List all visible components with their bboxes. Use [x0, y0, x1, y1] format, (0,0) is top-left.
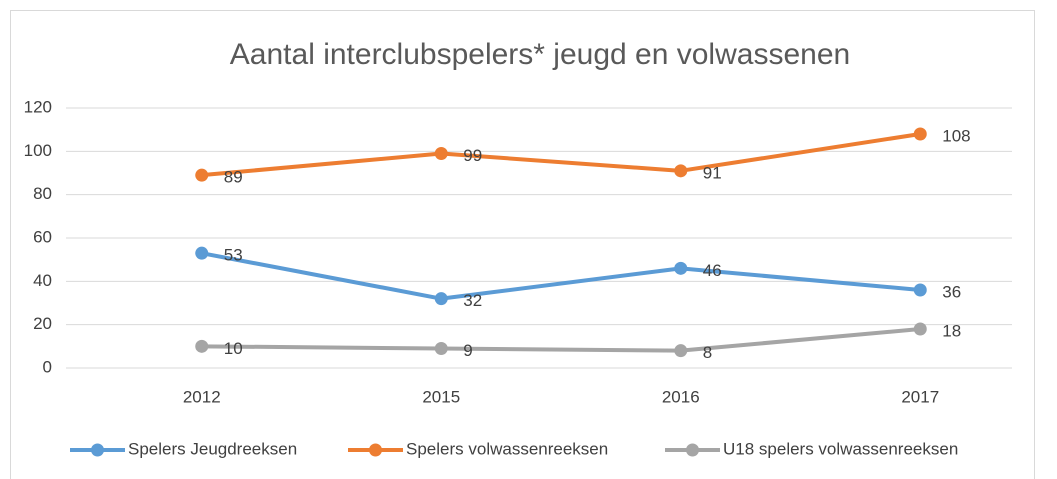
data-label: 108: [942, 126, 970, 145]
legend-label: Spelers Jeugdreeksen: [128, 439, 297, 458]
chart-title: Aantal interclubspelers* jeugd en volwas…: [230, 38, 850, 71]
legend-marker: [369, 443, 382, 457]
data-label: 9: [463, 341, 472, 360]
data-point: [434, 292, 448, 306]
data-point: [674, 261, 688, 275]
data-label: 99: [463, 146, 482, 165]
data-point: [913, 127, 927, 141]
y-tick-label: 100: [24, 141, 52, 160]
legend-label: U18 spelers volwassenreeksen: [723, 439, 958, 458]
data-label: 53: [224, 246, 243, 265]
legend-marker: [91, 443, 104, 457]
data-point: [434, 342, 448, 355]
data-label: 36: [942, 282, 961, 301]
data-point: [195, 339, 209, 353]
y-tick-label: 80: [33, 184, 52, 203]
x-tick-label: 2012: [183, 387, 221, 406]
data-point: [913, 283, 927, 297]
data-label: 18: [942, 321, 961, 340]
y-tick-label: 20: [33, 314, 52, 333]
legend-marker: [686, 443, 699, 457]
y-tick-label: 60: [33, 227, 52, 246]
chart-border: [10, 10, 1035, 479]
data-label: 32: [463, 291, 482, 310]
data-point: [195, 246, 209, 260]
data-point: [913, 322, 927, 336]
x-tick-label: 2016: [662, 387, 700, 406]
data-point: [434, 147, 448, 160]
data-label: 10: [224, 339, 243, 358]
x-tick-label: 2017: [901, 387, 939, 406]
data-point: [674, 164, 688, 178]
series-line: [201, 132, 921, 178]
data-point: [195, 168, 209, 182]
legend-label: Spelers volwassenreeksen: [406, 439, 608, 458]
y-tick-label: 0: [43, 357, 52, 376]
y-tick-label: 120: [24, 97, 52, 116]
data-label: 8: [703, 343, 712, 362]
data-label: 91: [703, 163, 722, 182]
data-point: [674, 344, 688, 358]
data-label: 89: [224, 168, 243, 187]
y-tick-label: 40: [33, 271, 52, 290]
x-tick-label: 2015: [422, 387, 460, 406]
series-line: [201, 251, 921, 301]
data-label: 46: [703, 261, 722, 280]
series-line: [201, 327, 921, 353]
